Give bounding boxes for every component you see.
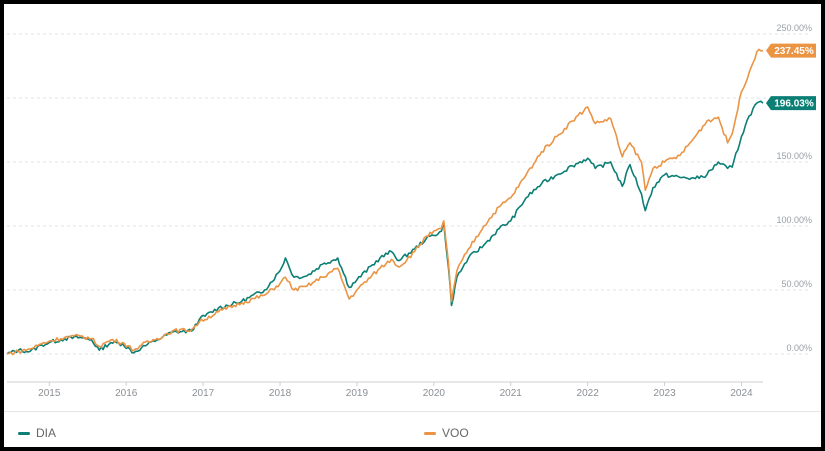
series-line-voo — [6, 48, 764, 356]
badge-shape — [766, 96, 816, 111]
y-tick-label: 50.00% — [781, 279, 812, 289]
x-axis — [7, 381, 763, 386]
end-badge-voo: 237.45% — [766, 43, 816, 58]
x-tick-label: 2021 — [500, 388, 523, 399]
x-tick-label: 2022 — [577, 388, 600, 399]
x-tick-label: 2018 — [269, 388, 292, 399]
y-axis-labels: 250.00% 150.00% 100.00% 50.00% 0.00% — [776, 23, 812, 353]
x-tick-label: 2015 — [38, 388, 61, 399]
x-tick-label: 2023 — [653, 388, 676, 399]
legend-item-voo[interactable]: VOO — [424, 422, 469, 444]
legend-label-voo: VOO — [442, 426, 469, 440]
grid-lines — [7, 33, 810, 355]
legend-swatch-dia — [18, 431, 30, 435]
legend-label-dia: DIA — [36, 426, 57, 440]
x-tick-label: 2016 — [115, 388, 138, 399]
y-tick-label: 100.00% — [776, 215, 812, 225]
end-value-label: 196.03% — [774, 99, 814, 110]
legend-item-dia[interactable]: DIA — [18, 422, 56, 444]
y-tick-label: 250.00% — [776, 23, 812, 33]
end-value-label: 237.45% — [774, 46, 814, 57]
series-lines — [6, 48, 764, 356]
y-tick-label: 0.00% — [786, 343, 812, 353]
series-line-dia — [6, 100, 764, 355]
y-tick-label: 150.00% — [776, 151, 812, 161]
x-axis-labels: 2015 2016 2017 2018 2019 2020 2021 2022 2023 2024 — [38, 388, 753, 399]
badge-shape — [766, 43, 816, 58]
end-badge-dia: 196.03% — [766, 96, 816, 111]
legend-swatch-voo — [424, 431, 436, 435]
legend-divider — [4, 411, 821, 412]
x-tick-label: 2017 — [192, 388, 215, 399]
x-tick-label: 2024 — [730, 388, 753, 399]
x-tick-label: 2019 — [346, 388, 369, 399]
x-tick-label: 2020 — [423, 388, 446, 399]
end-value-badges: 196.03% 237.45% — [766, 43, 816, 111]
